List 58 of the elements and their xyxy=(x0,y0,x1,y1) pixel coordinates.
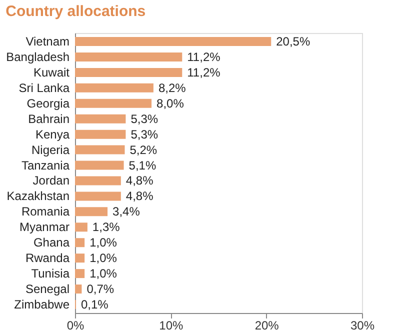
bar xyxy=(75,160,124,170)
x-tick-label: 30% xyxy=(350,318,375,332)
bar xyxy=(75,222,88,232)
bar xyxy=(75,207,108,216)
y-tick-label: Bahrain xyxy=(28,112,70,126)
data-label: 20,5% xyxy=(276,34,310,49)
data-label: 4,8% xyxy=(126,189,154,204)
bar xyxy=(75,52,182,62)
bar xyxy=(75,83,154,92)
y-tick-label: Romania xyxy=(21,204,70,219)
x-tick-label: 10% xyxy=(159,318,184,332)
bar xyxy=(75,68,182,77)
data-label: 11,2% xyxy=(187,50,221,64)
data-label: 11,2% xyxy=(187,65,221,80)
data-label: 5,2% xyxy=(130,142,158,157)
data-label: 1,3% xyxy=(92,220,120,234)
y-tick-label: Rwanda xyxy=(25,251,70,266)
y-tick-label: Senegal xyxy=(25,282,70,296)
y-tick-label: Jordan xyxy=(32,174,70,188)
bar xyxy=(75,130,126,139)
y-tick-label: Nigeria xyxy=(31,142,70,157)
y-tick-label: Kenya xyxy=(35,127,70,142)
bar xyxy=(75,284,82,294)
bar xyxy=(75,254,85,263)
y-tick-label: Georgia xyxy=(26,96,70,110)
y-tick-label: Myanmar xyxy=(19,220,70,234)
data-label: 4,8% xyxy=(126,174,154,188)
bar xyxy=(75,192,121,201)
data-label: 8,2% xyxy=(158,80,186,95)
data-label: 5,3% xyxy=(130,112,158,126)
data-label: 1,0% xyxy=(90,266,118,281)
x-tick-label: 0% xyxy=(66,318,84,332)
data-label: 0,1% xyxy=(80,297,109,312)
data-label: 1,0% xyxy=(90,251,118,266)
y-tick-label: Kazakhstan xyxy=(6,189,70,204)
chart-title: Country allocations xyxy=(6,3,146,20)
bar xyxy=(75,114,126,124)
bar xyxy=(75,176,121,186)
data-label: 5,1% xyxy=(128,158,156,172)
y-tick-label: Tanzania xyxy=(21,158,70,172)
x-tick-label: 20% xyxy=(254,318,280,332)
data-label: 8,0% xyxy=(156,96,184,110)
y-tick-label: Tunisia xyxy=(31,266,70,281)
data-label: 3,4% xyxy=(112,204,140,219)
bar xyxy=(75,98,152,108)
y-tick-label: Vietnam xyxy=(26,34,70,49)
y-tick-label: Ghana xyxy=(33,236,70,250)
data-label: 1,0% xyxy=(90,236,118,250)
bar xyxy=(75,145,125,154)
y-tick-label: Zimbabwe xyxy=(14,297,70,312)
data-label: 0,7% xyxy=(86,282,114,296)
bar xyxy=(75,238,85,248)
data-label: 5,3% xyxy=(130,127,158,142)
y-tick-label: Sri Lanka xyxy=(18,80,70,95)
bar xyxy=(75,37,272,46)
y-tick-label: Bangladesh xyxy=(6,50,70,64)
y-tick-label: Kuwait xyxy=(33,65,70,80)
bar xyxy=(75,269,85,278)
